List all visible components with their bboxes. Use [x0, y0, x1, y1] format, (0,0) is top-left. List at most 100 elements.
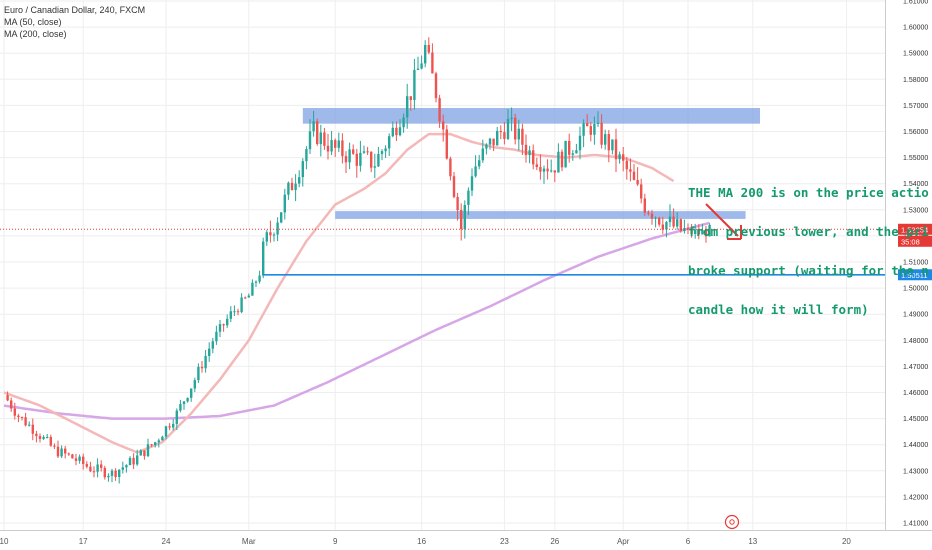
- candle-body: [470, 176, 474, 191]
- candle-body: [244, 297, 247, 299]
- candle-body: [575, 150, 578, 154]
- candle-body: [521, 128, 524, 145]
- candle-body: [582, 123, 585, 136]
- candle-body: [168, 426, 171, 428]
- candle-body: [650, 213, 654, 219]
- support-price-tag-bg: [898, 269, 932, 281]
- candle-body: [496, 131, 499, 146]
- y-tick-label: 1.55000: [903, 155, 928, 162]
- candle-body: [17, 415, 20, 418]
- candle-body: [622, 154, 625, 161]
- candle-body: [596, 122, 600, 124]
- candle-body: [607, 134, 610, 151]
- candle-body: [571, 153, 574, 155]
- candle-body: [67, 453, 70, 455]
- ma200-line: [3, 221, 710, 420]
- candle-body: [280, 212, 283, 223]
- candle-body: [13, 408, 16, 416]
- candle-body: [301, 161, 304, 178]
- y-tick-label: 1.48000: [903, 338, 928, 345]
- candle-body: [478, 160, 481, 167]
- candle-body: [258, 275, 261, 282]
- candle-body: [74, 458, 78, 461]
- candle-body: [251, 282, 254, 296]
- x-tick-label: 23: [500, 537, 509, 546]
- candle-body: [121, 467, 124, 470]
- legend-ma200[interactable]: MA (200, close): [4, 29, 67, 39]
- symbol-title[interactable]: Euro / Canadian Dollar, 240, FXCM: [4, 5, 146, 15]
- candle-body: [409, 96, 412, 100]
- y-tick-label: 1.59000: [903, 51, 928, 58]
- candle-body: [485, 144, 488, 149]
- candle-body: [200, 366, 204, 369]
- y-tick-label: 1.57000: [903, 103, 928, 110]
- candle-body: [348, 149, 351, 163]
- candle-body: [380, 151, 384, 154]
- y-tick-label: 1.56000: [903, 129, 928, 136]
- candle-body: [136, 455, 139, 465]
- candle-body: [312, 121, 315, 132]
- candle-body: [679, 219, 682, 232]
- text-annotation[interactable]: THE MA 200 is on the price actio from pr…: [688, 160, 932, 329]
- candle-body: [20, 417, 24, 419]
- candle-body: [449, 158, 452, 177]
- candle-body: [49, 436, 52, 446]
- candle-body: [704, 230, 708, 237]
- candle-body: [125, 465, 128, 468]
- candle-body: [370, 151, 373, 168]
- candle-body: [546, 168, 549, 172]
- candle-body: [337, 140, 340, 148]
- y-tick-label: 1.50000: [903, 286, 928, 293]
- candle-body: [38, 436, 42, 439]
- candle-body: [319, 132, 322, 145]
- price-axis[interactable]: 1.61000 1.60000 1.59000 1.58000 1.57000 1.560…: [885, 0, 932, 550]
- candle-body: [154, 442, 157, 446]
- candle-body: [276, 222, 279, 235]
- candle-body: [352, 149, 355, 154]
- candle-body: [492, 138, 495, 146]
- candle-body: [416, 68, 420, 70]
- candle-body: [197, 366, 200, 381]
- candle-body: [305, 149, 308, 162]
- candle-body: [42, 436, 45, 439]
- candle-body: [222, 324, 225, 326]
- y-tick-label: 1.60000: [903, 25, 928, 32]
- annotation-line: THE MA 200 is on the price actio: [688, 185, 929, 200]
- price-zone-rectangle: [302, 108, 760, 124]
- candle-body: [499, 131, 502, 133]
- candle-body: [53, 445, 56, 447]
- candle-body: [604, 134, 607, 145]
- candle-body: [564, 140, 567, 168]
- candle-body: [445, 129, 448, 159]
- candle-body: [694, 229, 697, 234]
- candle-body: [708, 225, 711, 237]
- candle-body: [150, 444, 153, 446]
- candle-body: [236, 311, 240, 313]
- candle-body: [488, 138, 492, 145]
- candle-body: [460, 210, 463, 229]
- candle-body: [164, 426, 168, 437]
- candle-body: [89, 466, 92, 472]
- candle-body: [434, 73, 438, 99]
- y-tick-label: 1.49000: [903, 312, 928, 319]
- candle-body: [35, 433, 38, 437]
- candle-body: [24, 417, 27, 426]
- candle-body: [420, 63, 423, 69]
- candle-body: [6, 395, 9, 401]
- candle-body: [287, 182, 290, 195]
- legend-ma50[interactable]: MA (50, close): [4, 17, 62, 27]
- candle-body: [406, 96, 409, 118]
- candle-body: [474, 166, 477, 177]
- candle-body: [463, 204, 466, 229]
- event-flag-icon[interactable]: [724, 514, 740, 530]
- candle-body: [60, 448, 63, 457]
- candle-body: [528, 150, 531, 156]
- candle-body: [290, 182, 294, 191]
- candle-body: [589, 126, 592, 135]
- candle-body: [175, 410, 178, 424]
- candle-body: [85, 464, 88, 467]
- time-axis[interactable]: 10 17 24 Mar 9 16 23 26 Apr 6 13 20: [0, 530, 932, 547]
- candle-body: [218, 324, 222, 332]
- candle-body: [316, 121, 319, 145]
